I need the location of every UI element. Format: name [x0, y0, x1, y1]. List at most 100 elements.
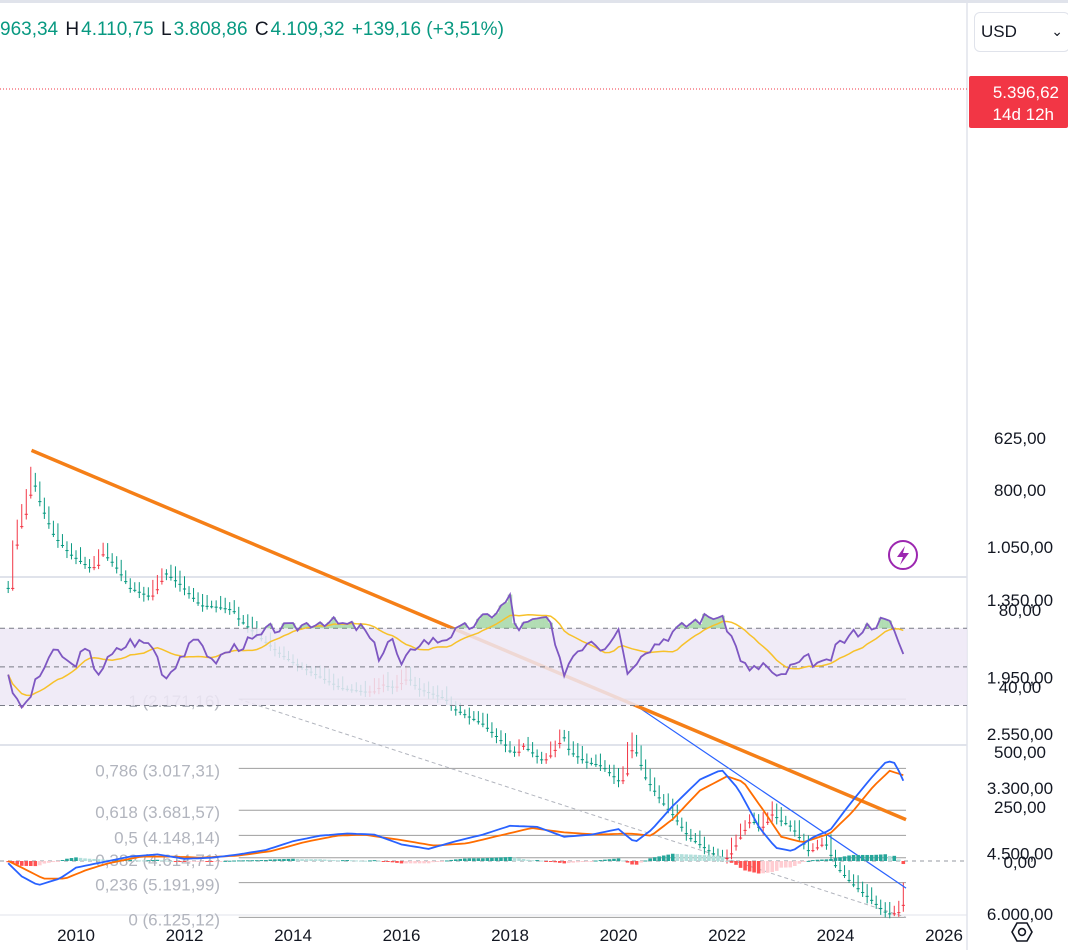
macd-line — [7, 760, 905, 886]
macd-histogram-bar — [142, 860, 146, 862]
macd-histogram-bar — [160, 860, 164, 862]
macd-histogram-bar — [264, 859, 268, 861]
macd-histogram-bar — [503, 857, 508, 861]
macd-histogram-bar — [711, 855, 716, 861]
price-axis-label: 6.000,00 — [987, 905, 1053, 924]
candle-body — [689, 838, 693, 840]
price-axis-label: 2.550,00 — [987, 725, 1053, 744]
price-axis-label: 625,00 — [994, 429, 1046, 448]
macd-histogram-bar — [250, 860, 255, 862]
macd-histogram-bar — [797, 861, 802, 864]
candle-body — [684, 833, 688, 835]
macd-histogram-bar — [878, 854, 883, 861]
gear-hexagon-icon[interactable] — [1010, 920, 1034, 944]
macd-histogram-bar — [74, 857, 78, 861]
macd-histogram-bar — [883, 854, 888, 861]
candle-body — [187, 593, 191, 595]
macd-histogram-bar — [458, 858, 463, 861]
macd-histogram-bar — [349, 860, 354, 862]
candle-body — [508, 750, 512, 752]
macd-histogram-bar — [28, 861, 33, 867]
candle-body — [164, 573, 169, 575]
macd-histogram-bar — [47, 861, 51, 863]
candle-body — [182, 588, 187, 590]
ohlc-legend: 963,34 H 4.110,75 L 3.808,86 C 4.109,32 +13… — [0, 19, 506, 41]
candle-body — [851, 884, 856, 886]
candle-body — [531, 752, 535, 754]
candle-body — [463, 714, 467, 716]
macd-histogram-bar — [901, 861, 906, 865]
candle-body — [476, 721, 480, 723]
candle-body — [571, 753, 575, 755]
candle-body — [644, 777, 648, 779]
candle-body — [472, 718, 476, 720]
macd-histogram-bar — [652, 857, 657, 861]
macd-histogram-bar — [368, 860, 372, 862]
macd-histogram-bar — [625, 861, 630, 863]
candle-body — [770, 814, 774, 816]
candle-body — [725, 857, 729, 859]
macd-histogram-bar — [128, 859, 133, 861]
candle-body — [779, 820, 783, 822]
macd-histogram-bar — [589, 861, 594, 862]
candle-body — [232, 611, 236, 613]
macd-histogram-bar — [824, 859, 829, 861]
macd-histogram-bar — [96, 859, 101, 861]
candle-body — [6, 587, 10, 589]
candle-body — [793, 830, 797, 832]
candle-body — [151, 595, 155, 597]
candle-body — [11, 587, 15, 589]
change-value: +139,16 (+3,51%) — [351, 19, 504, 40]
macd-signal-line — [7, 769, 904, 880]
macd-histogram-bar — [309, 859, 313, 861]
macd-histogram-bar — [417, 861, 422, 864]
macd-histogram-bar — [24, 861, 29, 866]
candle-body — [137, 591, 141, 593]
macd-histogram-bar — [331, 860, 336, 862]
candle-body — [549, 755, 553, 757]
currency-value: USD — [981, 22, 1017, 41]
macd-histogram-bar — [151, 859, 155, 861]
open-value: 963,34 — [0, 19, 59, 40]
candle-body — [625, 773, 630, 775]
currency-dropdown[interactable]: USD ⌄ — [974, 12, 1068, 52]
macd-histogram-bar — [847, 855, 851, 861]
candle-body — [883, 911, 887, 913]
macd-histogram-bar — [83, 858, 87, 861]
candle-body — [78, 560, 83, 562]
candle-body — [707, 850, 711, 852]
macd-histogram-bar — [738, 861, 743, 868]
macd-histogram-bar — [372, 860, 377, 862]
chevron-down-icon: ⌄ — [1051, 23, 1063, 39]
macd-histogram-bar — [670, 853, 675, 861]
candle-body — [223, 608, 227, 610]
macd-histogram-bar — [770, 861, 775, 873]
candle-body — [657, 797, 661, 799]
candle-body — [219, 607, 223, 609]
candle-body — [97, 564, 101, 566]
rsi-line — [7, 591, 905, 710]
candle-body — [214, 606, 218, 608]
candle-body — [870, 899, 874, 901]
macd-histogram-bar — [747, 861, 752, 872]
macd-histogram-bar — [806, 860, 811, 862]
macd-histogram-bar — [802, 861, 806, 862]
candle-body — [521, 745, 526, 747]
macd-histogram-bar — [539, 860, 544, 862]
candle-body — [897, 912, 901, 914]
macd-histogram-bar — [51, 861, 56, 863]
macd-histogram-bar — [693, 854, 698, 861]
top-border — [0, 0, 1068, 3]
macd-histogram-bar — [245, 860, 250, 862]
candle-body — [693, 841, 697, 843]
macd-histogram-bar — [462, 858, 467, 861]
fib-diagonal-line — [238, 698, 907, 918]
macd-histogram-bar — [205, 861, 209, 862]
macd-histogram-bar — [137, 860, 142, 862]
candle-body — [512, 751, 517, 753]
macd-histogram-bar — [277, 859, 282, 861]
macd-histogram-bar — [526, 859, 530, 861]
macd-histogram-bar — [860, 854, 865, 861]
macd-histogram-bar — [56, 861, 60, 862]
